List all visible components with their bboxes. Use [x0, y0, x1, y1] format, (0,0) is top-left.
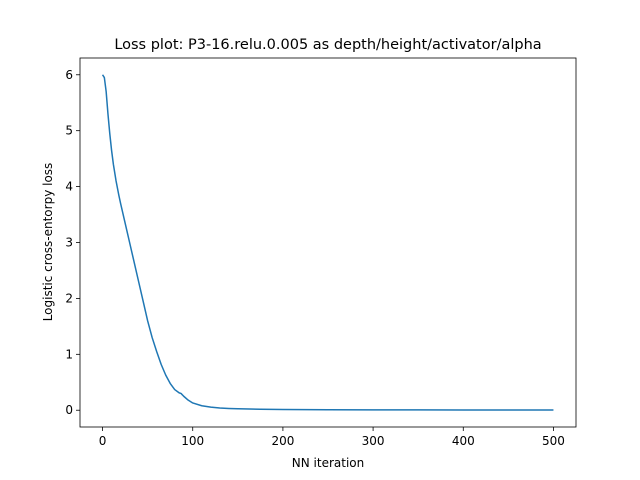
y-tick-label: 4	[65, 180, 73, 194]
x-tick-label: 200	[271, 434, 294, 448]
x-axis: 0 100 200 300 400 500	[99, 427, 565, 448]
y-tick-label: 2	[65, 291, 73, 305]
plot-area	[79, 57, 577, 428]
plot-frame	[79, 57, 577, 428]
y-tick-label: 1	[65, 347, 73, 361]
y-tick-label: 0	[65, 403, 73, 417]
x-tick-label: 500	[542, 434, 565, 448]
x-tick-label: 0	[99, 434, 107, 448]
loss-series-line	[101, 74, 554, 411]
y-axis-label: Logistic cross-entorpy loss	[41, 163, 55, 322]
x-tick-label: 100	[181, 434, 204, 448]
chart-title: Loss plot: P3-16.relu.0.005 as depth/hei…	[114, 37, 541, 53]
y-axis: 0 1 2 3 4 5 6	[65, 68, 80, 417]
y-tick-label: 3	[65, 236, 73, 250]
x-axis-label: NN iteration	[292, 456, 364, 470]
x-tick-label: 400	[452, 434, 475, 448]
x-tick-label: 300	[362, 434, 385, 448]
y-tick-label: 6	[65, 68, 73, 82]
y-tick-label: 5	[65, 124, 73, 138]
series-layer	[101, 74, 554, 411]
